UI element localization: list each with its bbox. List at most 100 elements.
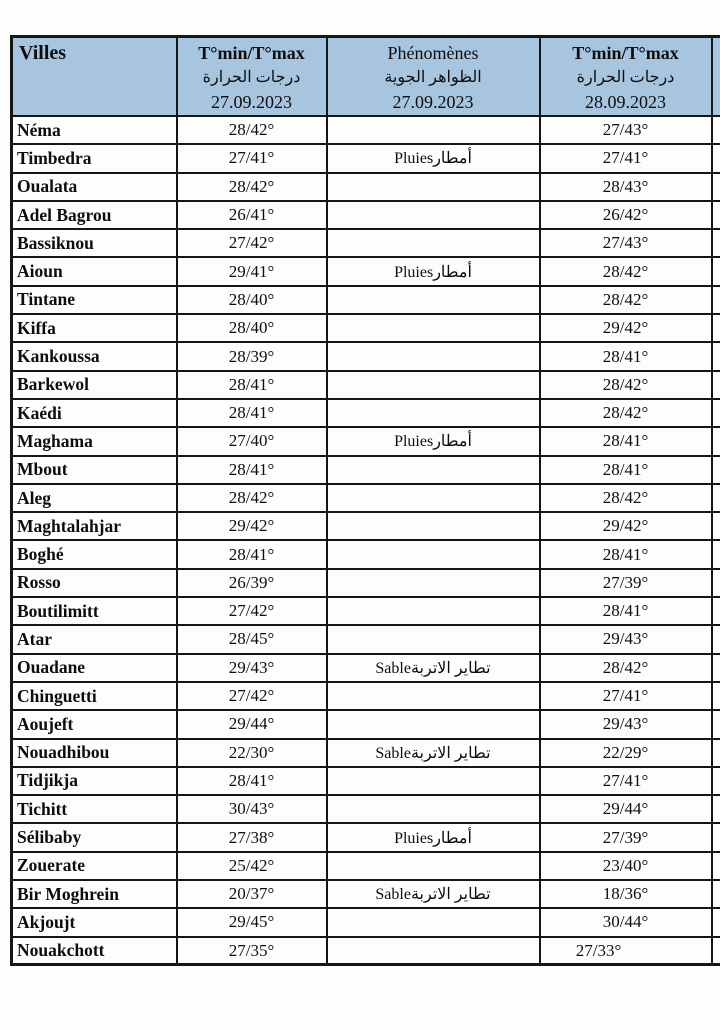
weather-table: Villes T°min/T°max درجات الحرارة 27.09.2… [10, 35, 720, 967]
phenomena-cell [325, 907, 541, 938]
header-villes: Villes [10, 35, 178, 117]
temp-28-cell: 28/42° [538, 256, 713, 287]
temp-28-cell-text: 28/42° [602, 261, 649, 281]
temp-27-cell-text: 27/40° [228, 431, 275, 451]
city-cell: Kaédi [10, 397, 178, 429]
cutoff-cell [710, 935, 720, 967]
header-temp-28-title: T°min/T°max [572, 43, 679, 63]
city-cell-text: Aleg [17, 487, 52, 508]
phenomena-cell-text: Sableتطاير الاتربة [375, 744, 491, 762]
temp-27-cell-text: 27/38° [228, 827, 275, 847]
temp-27-cell-text: 27/41° [228, 148, 275, 168]
temp-27-cell: 22/30° [175, 737, 328, 768]
city-cell-text: Timbedra [17, 147, 92, 168]
temp-27-cell-text: 29/43° [228, 657, 275, 677]
city-cell-text: Néma [17, 119, 61, 140]
phenomena-cell: Pluiesأمطار [325, 426, 541, 457]
temp-28-cell: 29/44° [538, 794, 713, 825]
temp-27-cell: 28/45° [175, 624, 328, 655]
phenomena-cell-text: Pluiesأمطار [394, 263, 472, 281]
temp-27-cell: 29/44° [175, 709, 328, 740]
header-cutoff-column [710, 35, 720, 117]
city-cell-text: Bassiknou [17, 232, 94, 253]
city-cell: Maghama [10, 426, 178, 457]
city-cell: Aoujeft [10, 709, 178, 740]
header-temp-28-arabic: درجات الحرارة [576, 69, 675, 86]
temp-28-cell: 23/40° [538, 850, 713, 882]
temp-27-cell-text: 28/42° [228, 488, 275, 507]
cutoff-cell [710, 454, 720, 485]
temp-28-cell: 27/43° [538, 228, 713, 259]
city-cell: Aleg [10, 482, 178, 514]
table-row: Tichitt 30/43° 29/44° [10, 794, 720, 825]
temp-28-cell: 27/39° [538, 822, 713, 853]
temp-28-cell-text: 27/39° [602, 827, 649, 847]
table-row: Tidjikja 28/41° 27/41° [10, 765, 720, 797]
table-row: Barkewol 28/41° 28/42° [10, 369, 720, 400]
phenomena-cell [325, 341, 541, 372]
city-cell: Tidjikja [10, 765, 178, 797]
city-cell-text: Bir Moghrein [17, 883, 119, 904]
city-cell-text: Rosso [17, 572, 61, 593]
table-row: Chinguetti 27/42° 27/41° [10, 680, 720, 712]
temp-27-cell: 27/35° [175, 935, 328, 967]
city-cell: Oualata [10, 171, 178, 202]
header-temp-27-title: T°min/T°max [198, 43, 305, 63]
temp-28-cell: 30/44° [538, 907, 713, 938]
temp-28-cell-text: 28/42° [602, 374, 649, 394]
table-row: Timbedra 27/41° Pluiesأمطار 27/41° [10, 143, 720, 174]
temp-27-cell: 28/41° [175, 765, 328, 797]
city-cell: Tichitt [10, 794, 178, 825]
phenomena-cell: Sableتطاير الاتربة [325, 652, 541, 683]
city-cell-text: Maghama [17, 430, 93, 451]
phenomena-cell [325, 596, 541, 627]
cutoff-cell [710, 341, 720, 372]
city-cell-text: Zouerate [17, 855, 86, 876]
temp-28-cell-text: 28/42° [602, 488, 649, 507]
table-row: Nouadhibou 22/30° Sableتطاير الاتربة 22/29° [10, 737, 720, 768]
temp-27-cell-text: 28/41° [228, 770, 275, 790]
cutoff-cell [710, 907, 720, 938]
city-cell-text: Mbout [17, 459, 68, 480]
table-row: Tintane 28/40° 28/42° [10, 284, 720, 316]
cutoff-cell [710, 284, 720, 316]
temp-27-cell: 28/40° [175, 313, 328, 344]
temp-27-cell: 29/45° [175, 907, 328, 938]
city-cell: Barkewol [10, 369, 178, 400]
temp-27-cell-text: 29/42° [228, 516, 275, 536]
temp-27-cell-text: 30/43° [228, 799, 275, 819]
phenomena-cell-text: Sableتطاير الاتربة [375, 886, 491, 904]
phenomena-cell: Pluiesأمطار [325, 822, 541, 853]
city-cell: Timbedra [10, 143, 178, 174]
table-row: Aoujeft 29/44° 29/43° [10, 709, 720, 740]
temp-28-cell: 28/42° [538, 369, 713, 400]
temp-28-cell-text: 29/42° [602, 516, 649, 536]
temp-27-cell: 20/37° [175, 879, 328, 910]
temp-28-cell: 27/39° [538, 567, 713, 599]
temp-28-cell-text: 26/42° [602, 205, 649, 225]
table-row: Nouakchott 27/35° 27/33° [10, 935, 720, 967]
temp-27-cell: 30/43° [175, 794, 328, 825]
city-cell-text: Ouadane [17, 657, 86, 678]
phenomena-cell [325, 539, 541, 570]
table-row: Akjoujt 29/45° 30/44° [10, 907, 720, 938]
table-row: Aioun 29/41° Pluiesأمطار 28/42° [10, 256, 720, 287]
temp-28-cell-text: 27/33° [575, 940, 622, 960]
temp-28-cell: 29/43° [538, 624, 713, 655]
temp-28-cell: 29/42° [538, 511, 713, 542]
temp-28-cell-text: 27/39° [602, 572, 649, 592]
temp-28-cell: 28/42° [538, 397, 713, 429]
phenomena-cell: Pluiesأمطار [325, 256, 541, 287]
temp-28-cell-text: 28/42° [602, 289, 649, 309]
cutoff-cell [710, 114, 720, 146]
temp-27-cell: 29/41° [175, 256, 328, 287]
temp-27-cell-text: 22/30° [228, 742, 275, 762]
temp-28-cell: 29/43° [538, 709, 713, 740]
city-cell: Maghtalahjar [10, 511, 178, 542]
temp-28-cell: 28/42° [538, 482, 713, 514]
temp-28-cell: 28/42° [538, 284, 713, 316]
cutoff-cell [710, 539, 720, 570]
city-cell-text: Tidjikja [17, 770, 78, 791]
cutoff-cell [710, 709, 720, 740]
temp-27-cell-text: 28/42° [228, 176, 275, 196]
